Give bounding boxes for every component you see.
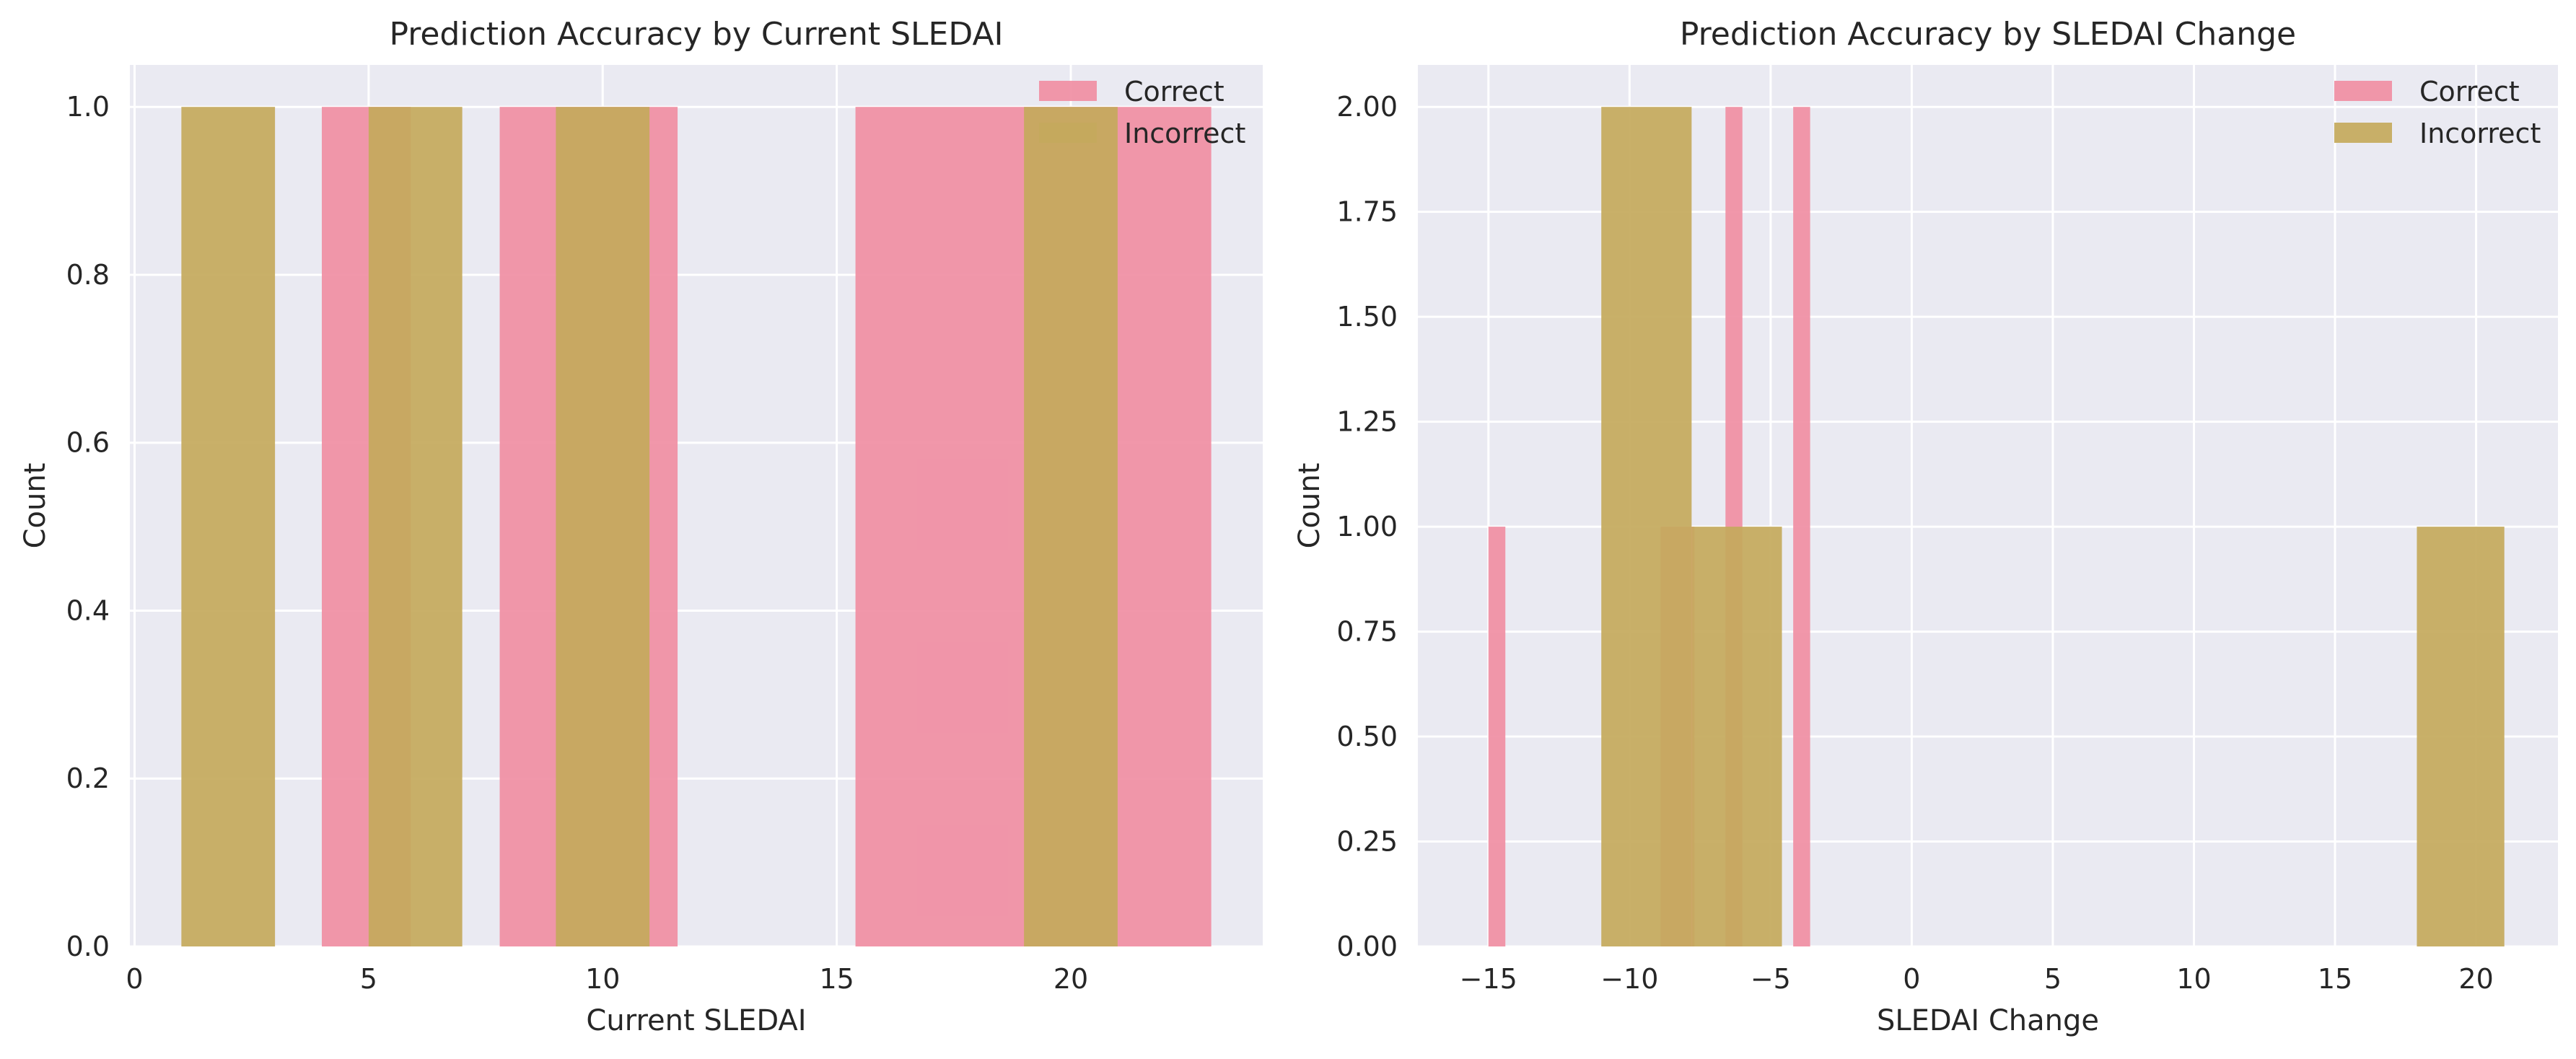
legend-swatch (2334, 123, 2392, 143)
x-tick-label: 15 (819, 963, 854, 995)
bar-correct-0 (1488, 527, 1506, 946)
y-tick-label: 0.25 (1336, 826, 1398, 858)
x-tick-label: 10 (585, 963, 620, 995)
x-tick-label: 10 (2176, 963, 2211, 995)
y-tick-label: 0.4 (66, 594, 110, 626)
x-axis-label: Current SLEDAI (586, 1004, 806, 1037)
legend-swatch (2334, 81, 2392, 101)
y-tick-label: 0.75 (1336, 616, 1398, 648)
y-tick-label: 1.00 (1336, 511, 1398, 542)
x-tick-label: 20 (2458, 963, 2493, 995)
x-tick-labels: −15 −10 −5 0 5 10 15 20 (1460, 963, 2494, 995)
x-tick-label: −15 (1460, 963, 1517, 995)
bar-incorrect-2 (556, 107, 650, 947)
chart-panel-sledai-change: −15 −10 −5 0 5 10 15 20 0.00 0.25 0.50 0.75 1.00 1.2… (1293, 16, 2558, 1037)
bar-incorrect-1 (368, 107, 463, 947)
y-tick-label: 1.75 (1336, 196, 1398, 228)
y-tick-label: 0.6 (66, 427, 110, 459)
chart-title: Prediction Accuracy by Current SLEDAI (389, 16, 1003, 53)
y-axis-label: Count (1293, 463, 1326, 549)
legend-item-incorrect: Incorrect (1039, 118, 1245, 149)
legend-item-correct: Correct (1039, 76, 1225, 107)
legend-item-correct: Correct (2334, 76, 2520, 107)
y-axis-label: Count (19, 463, 52, 549)
bars (1488, 107, 2505, 947)
x-axis-label: SLEDAI Change (1877, 1004, 2099, 1037)
legend-label: Correct (1124, 76, 1225, 107)
y-tick-label: 0.8 (66, 259, 110, 291)
y-tick-label: 2.00 (1336, 91, 1398, 123)
legend-item-incorrect: Incorrect (2334, 118, 2541, 149)
y-tick-label: 1.25 (1336, 406, 1398, 438)
x-tick-label: 5 (2044, 963, 2062, 995)
legend: Correct Incorrect (1039, 76, 1245, 149)
y-tick-label: 0.0 (66, 931, 110, 962)
y-tick-label: 0.2 (66, 763, 110, 794)
legend-swatch (1039, 123, 1097, 143)
y-tick-label: 1.50 (1336, 301, 1398, 333)
legend-label: Incorrect (1124, 118, 1245, 149)
x-tick-label: 0 (1903, 963, 1920, 995)
bar-incorrect-2 (2417, 527, 2505, 946)
x-tick-label: −5 (1751, 963, 1791, 995)
bar-incorrect-0 (1601, 107, 1692, 947)
x-tick-label: 20 (1053, 963, 1088, 995)
chart-panel-current-sledai: 0 5 10 15 20 0.0 0.2 0.4 0.6 0.8 1.0 Prediction A… (19, 16, 1263, 1037)
y-tick-labels: 0.00 0.25 0.50 0.75 1.00 1.25 1.50 1.75 2.00 (1336, 91, 1398, 962)
chart-title: Prediction Accuracy by SLEDAI Change (1680, 16, 2296, 53)
x-tick-label: −10 (1600, 963, 1658, 995)
legend-swatch (1039, 81, 1097, 101)
y-tick-labels: 0.0 0.2 0.4 0.6 0.8 1.0 (66, 91, 110, 962)
y-tick-label: 1.0 (66, 91, 110, 123)
x-tick-label: 5 (360, 963, 377, 995)
legend-label: Incorrect (2419, 118, 2541, 149)
bars (181, 107, 1212, 947)
x-tick-label: 0 (126, 963, 143, 995)
y-tick-label: 0.00 (1336, 931, 1398, 962)
bar-incorrect-3 (1024, 107, 1118, 947)
x-tick-label: 15 (2318, 963, 2352, 995)
x-tick-labels: 0 5 10 15 20 (126, 963, 1088, 995)
y-tick-label: 0.50 (1336, 721, 1398, 752)
legend: Correct Incorrect (2334, 76, 2541, 149)
plot-area (1418, 65, 2558, 946)
bar-incorrect-0 (181, 107, 276, 947)
legend-label: Correct (2419, 76, 2520, 107)
bar-correct-3 (1793, 107, 1810, 947)
bar-incorrect-1 (1691, 527, 1782, 946)
